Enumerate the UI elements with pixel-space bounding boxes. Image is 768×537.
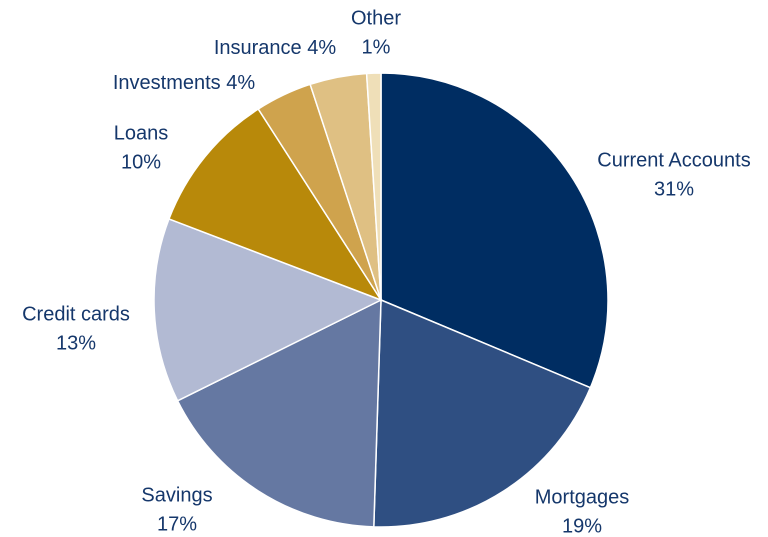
slice-label: Other xyxy=(351,7,401,29)
pie-slice xyxy=(373,298,592,528)
slice-label: Savings xyxy=(141,484,212,506)
slice-label-group: Investments 4% xyxy=(113,72,256,94)
slice-label: Investments xyxy=(113,72,221,94)
slice-label: Loans xyxy=(114,122,169,144)
slice-label: Mortgages xyxy=(535,486,630,508)
pie-slice xyxy=(176,298,382,528)
slice-value-label: 4% xyxy=(307,37,336,59)
pie-slice xyxy=(380,72,609,389)
slice-value-label: 19% xyxy=(562,515,602,537)
slice-value-label: 4% xyxy=(226,72,255,94)
slice-value-label: 1% xyxy=(362,36,391,58)
slice-label: Credit cards xyxy=(22,303,130,325)
slice-value-label: 31% xyxy=(654,178,694,200)
slice-value-label: 10% xyxy=(121,151,161,173)
slice-label: Current Accounts xyxy=(597,149,750,171)
pie-slice xyxy=(153,218,383,402)
slice-value-label: 13% xyxy=(56,332,96,354)
slice-value-label: 17% xyxy=(157,513,197,535)
pie-slice xyxy=(167,107,383,302)
slice-label-group: Insurance 4% xyxy=(214,37,337,59)
slice-label: Insurance xyxy=(214,37,302,59)
pie-slice xyxy=(365,72,382,301)
